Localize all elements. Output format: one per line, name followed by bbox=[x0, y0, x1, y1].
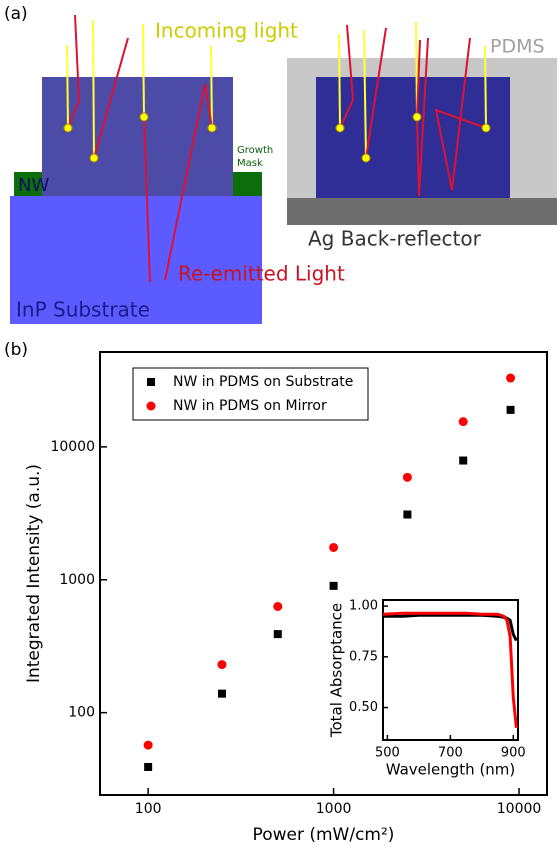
panel-label: (a) bbox=[4, 4, 28, 24]
marker bbox=[402, 472, 412, 482]
plot-frame bbox=[382, 599, 519, 741]
line bbox=[382, 611, 518, 728]
legend-label: NW in PDMS on Mirror bbox=[173, 398, 327, 414]
annotation: Mask bbox=[237, 158, 263, 169]
growth-mask bbox=[233, 172, 262, 196]
legend-marker bbox=[146, 401, 156, 411]
y-tick-label: 10000 bbox=[50, 439, 95, 455]
panel-label: (b) bbox=[4, 340, 28, 360]
annotation: Incoming light bbox=[155, 19, 298, 43]
line bbox=[383, 613, 518, 642]
annotation: PDMS bbox=[490, 36, 545, 58]
legend-label: NW in PDMS on Substrate bbox=[173, 374, 353, 390]
emitters bbox=[63, 112, 217, 163]
x-tick-label: 700 bbox=[438, 746, 463, 761]
substrate bbox=[10, 196, 262, 324]
y-tick-label: 0.75 bbox=[349, 649, 378, 664]
marker bbox=[506, 373, 516, 383]
emitted-rays bbox=[67, 14, 213, 283]
marker bbox=[506, 405, 515, 414]
x-tick-label: 500 bbox=[375, 746, 400, 761]
annotation: Re-emitted Light bbox=[178, 262, 345, 286]
back-reflector bbox=[287, 198, 557, 225]
annotation: InP Substrate bbox=[16, 298, 150, 322]
x-tick-label: 1000 bbox=[316, 801, 352, 817]
incoming-rays bbox=[66, 19, 213, 159]
emitted-rays bbox=[339, 24, 487, 197]
y-tick-label: 1000 bbox=[59, 572, 95, 588]
annotation: Ag Back-reflector bbox=[308, 227, 482, 251]
marker bbox=[143, 740, 153, 750]
x-axis-title: Wavelength (nm) bbox=[386, 761, 516, 779]
x-tick-label: 900 bbox=[501, 746, 526, 761]
y-axis-title: Total Absorptance bbox=[328, 603, 346, 738]
marker bbox=[217, 689, 226, 698]
marker bbox=[144, 762, 153, 771]
annotation: NW bbox=[18, 175, 49, 196]
marker bbox=[273, 630, 282, 639]
x-axis-title: Power (mW/cm²) bbox=[253, 825, 395, 845]
marker bbox=[217, 660, 227, 670]
growth-mask bbox=[14, 172, 42, 196]
marker bbox=[458, 417, 468, 427]
marker bbox=[403, 510, 412, 519]
x-tick-label: 10000 bbox=[497, 801, 542, 817]
y-tick-label: 0.50 bbox=[349, 700, 378, 715]
marker bbox=[273, 601, 283, 611]
legend-box bbox=[132, 367, 369, 421]
annotation: Growth bbox=[237, 145, 273, 156]
marker bbox=[459, 456, 468, 465]
nanowire-layer bbox=[42, 77, 233, 196]
incoming-rays bbox=[338, 21, 487, 159]
y-axis-title: Integrated Intensity (a.u.) bbox=[24, 464, 44, 683]
marker bbox=[329, 581, 338, 590]
plot-frame bbox=[99, 351, 548, 796]
x-tick-label: 100 bbox=[135, 801, 162, 817]
y-tick-label: 100 bbox=[68, 705, 95, 721]
marker bbox=[329, 542, 339, 552]
nanowire-layer bbox=[316, 77, 510, 198]
y-tick-label: 1.00 bbox=[349, 599, 378, 614]
emitters bbox=[335, 112, 491, 163]
legend-marker bbox=[147, 378, 155, 386]
